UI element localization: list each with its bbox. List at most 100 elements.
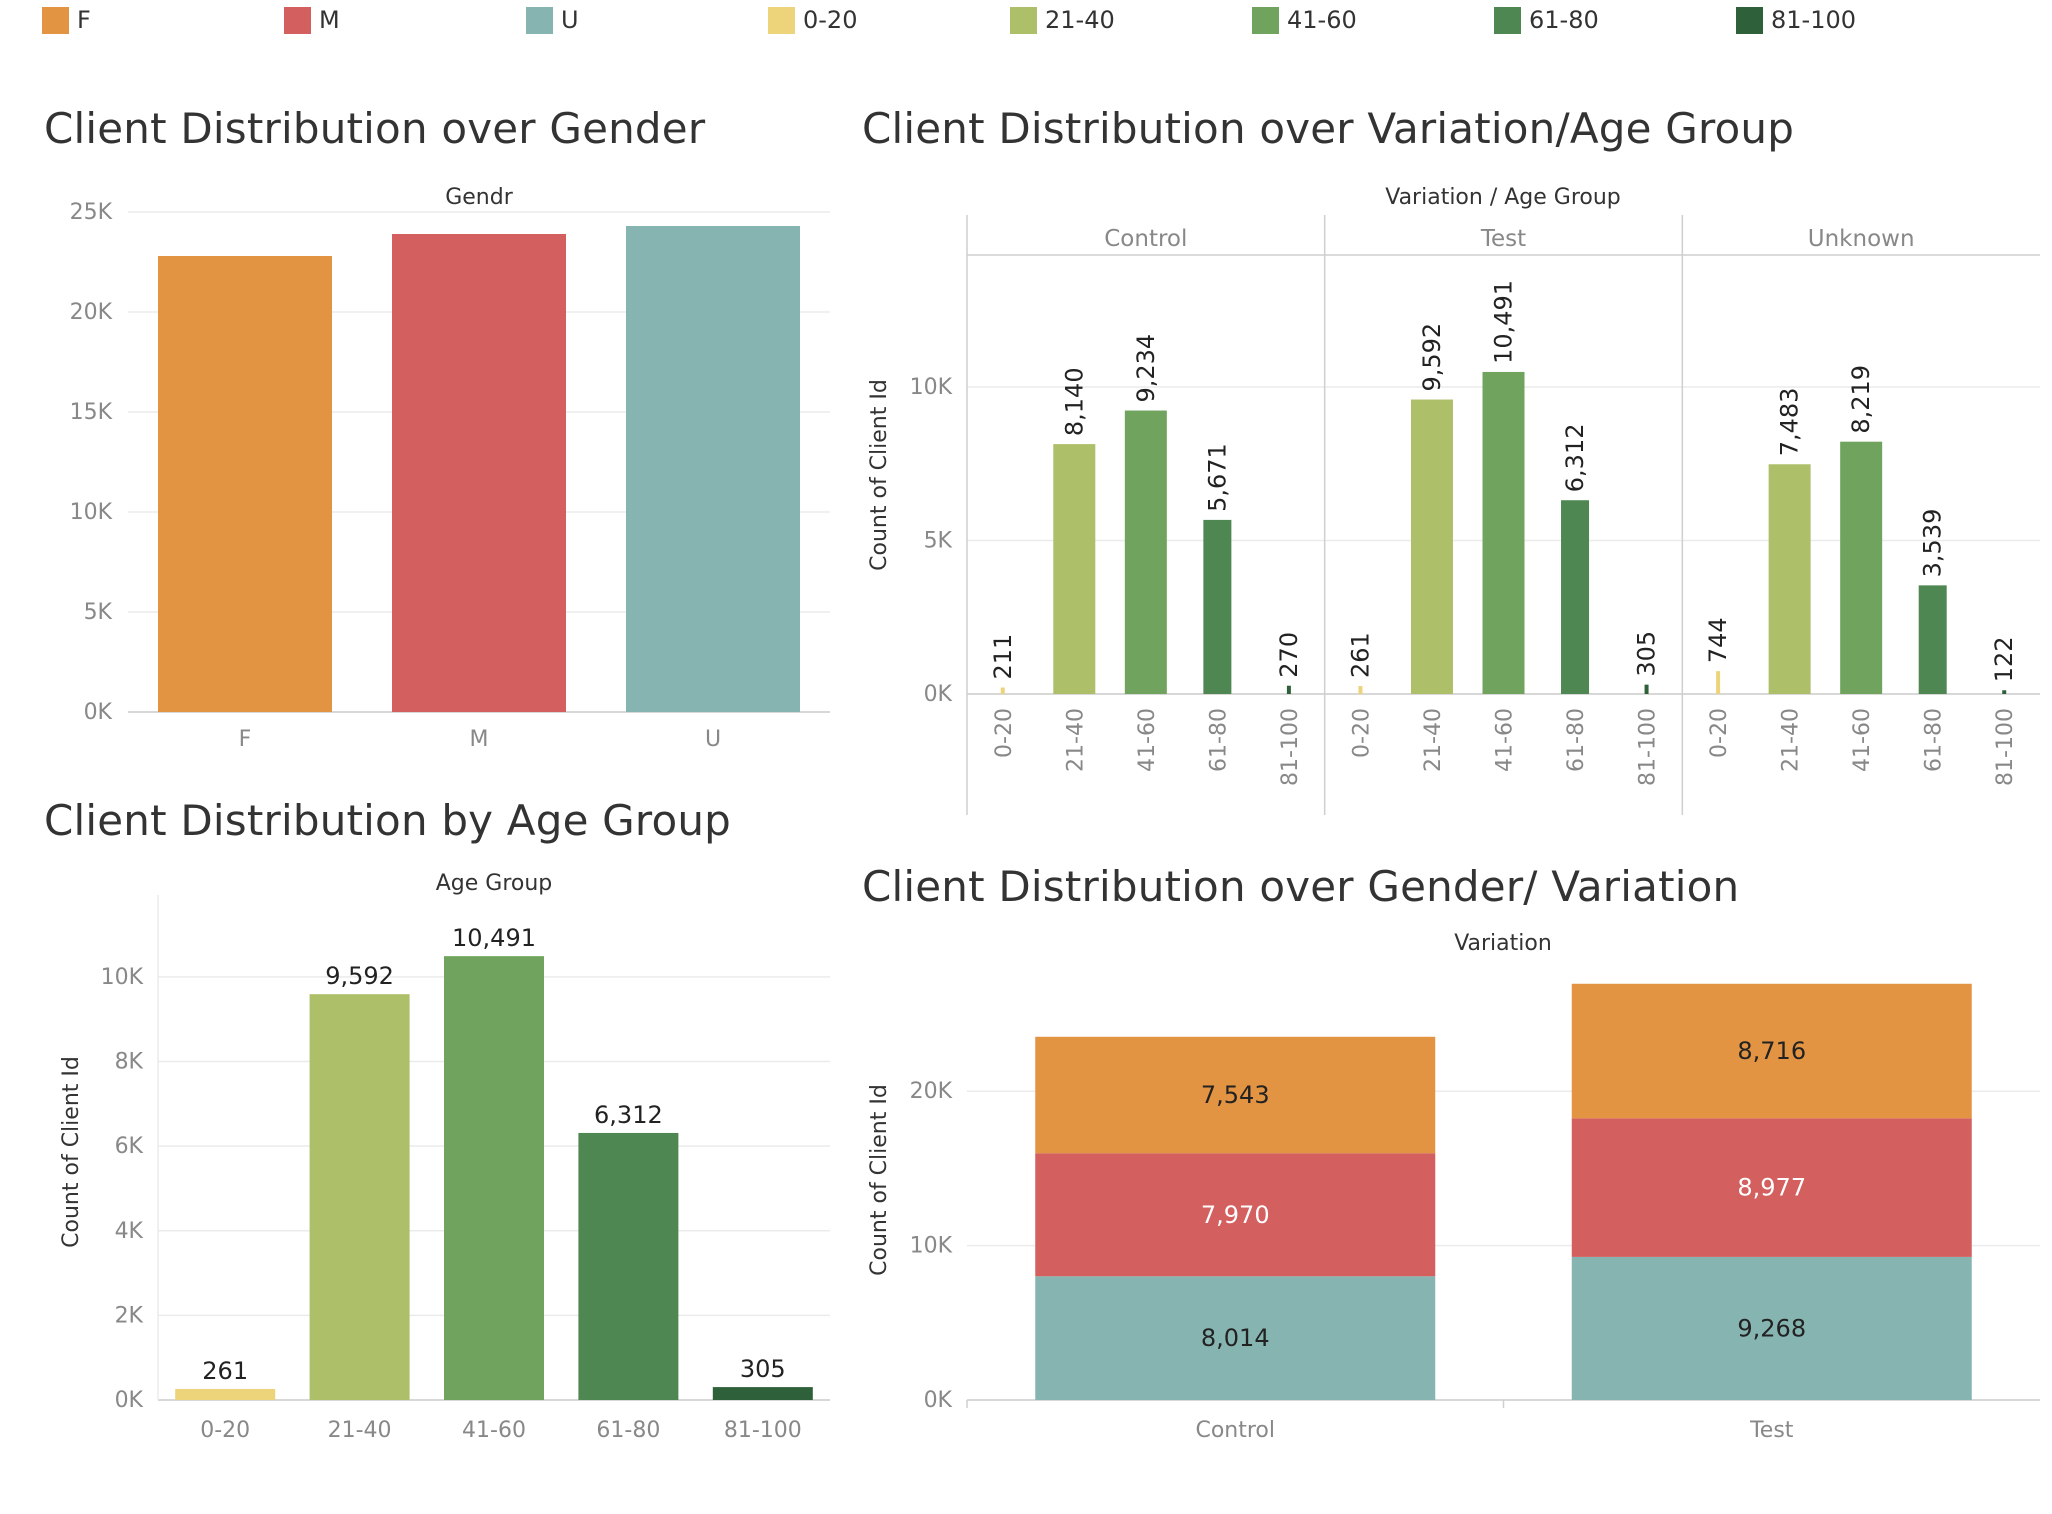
x-tick-label: 0-20 bbox=[992, 708, 1017, 758]
gender-chart-title: Client Distribution over Gender bbox=[44, 104, 706, 153]
bar-21-40 bbox=[309, 994, 410, 1400]
legend-label: M bbox=[319, 6, 340, 34]
data-label: 305 bbox=[740, 1355, 786, 1383]
data-label: 744 bbox=[1704, 617, 1732, 663]
y-tick-label: 25K bbox=[70, 200, 113, 225]
bar-0-20 bbox=[175, 1388, 276, 1400]
legend-swatch bbox=[1736, 6, 1763, 34]
variation-age-chart-title: Client Distribution over Variation/Age G… bbox=[862, 104, 1795, 153]
legend-item-0-20[interactable]: 0-20 bbox=[768, 6, 857, 34]
segment-control-f bbox=[1035, 1036, 1436, 1154]
bar-81-100 bbox=[712, 1387, 813, 1400]
x-tick-label: M bbox=[470, 727, 489, 752]
bar-control-0-20 bbox=[1000, 687, 1005, 694]
data-label: 6,312 bbox=[594, 1101, 663, 1129]
data-label: 10,491 bbox=[1490, 280, 1518, 364]
x-tick-label: 61-80 bbox=[1564, 708, 1589, 772]
bar-u bbox=[626, 226, 800, 712]
legend-swatch bbox=[42, 6, 69, 34]
y-tick-label: 6K bbox=[115, 1134, 144, 1159]
data-label: 5,671 bbox=[1203, 443, 1231, 512]
segment-test-u bbox=[1571, 1256, 1972, 1400]
x-tick-label: Test bbox=[1749, 1418, 1794, 1443]
data-label: 8,716 bbox=[1737, 1037, 1806, 1065]
legend-item-81-100[interactable]: 81-100 bbox=[1736, 6, 1856, 34]
bar-unknown-21-40 bbox=[1768, 464, 1811, 694]
variation-age-axis-header: Variation / Age Group bbox=[1385, 185, 1621, 210]
data-label: 10,491 bbox=[452, 924, 536, 952]
y-tick-label: 20K bbox=[910, 1079, 953, 1104]
legend-label: 61-80 bbox=[1529, 6, 1599, 34]
panel-header-unknown: Unknown bbox=[1808, 226, 1915, 252]
data-label: 7,483 bbox=[1776, 388, 1804, 457]
legend-item-f[interactable]: F bbox=[42, 6, 91, 34]
gender-axis-header: Gendr bbox=[445, 185, 513, 210]
y-tick-label: 15K bbox=[70, 400, 113, 425]
x-tick-label: 21-40 bbox=[1063, 708, 1088, 772]
x-tick-label: 41-60 bbox=[1135, 708, 1160, 772]
x-tick-label: 61-80 bbox=[596, 1418, 660, 1443]
x-tick-label: 61-80 bbox=[1922, 708, 1947, 772]
legend-swatch bbox=[1252, 6, 1279, 34]
y-tick-label: 10K bbox=[70, 500, 113, 525]
y-tick-label: 0K bbox=[115, 1388, 144, 1413]
segment-control-m bbox=[1035, 1153, 1436, 1277]
data-label: 7,543 bbox=[1201, 1081, 1270, 1109]
x-tick-label: 0-20 bbox=[200, 1418, 250, 1443]
legend-item-21-40[interactable]: 21-40 bbox=[1010, 6, 1115, 34]
x-tick-label: 81-100 bbox=[1993, 708, 2018, 786]
x-tick-label: 81-100 bbox=[1278, 708, 1303, 786]
age-axis-header: Age Group bbox=[436, 871, 553, 896]
bar-f bbox=[158, 256, 332, 712]
x-tick-label: 0-20 bbox=[1349, 708, 1374, 758]
legend-label: 81-100 bbox=[1771, 6, 1857, 34]
color-legend: F M U 0-20 21-40 41-60 61-80 81-100 bbox=[0, 0, 2052, 40]
bar-unknown-0-20 bbox=[1716, 671, 1721, 694]
y-axis-label: Count of Client Id bbox=[867, 1084, 892, 1276]
bar-m bbox=[392, 234, 566, 712]
segment-test-f bbox=[1571, 983, 1972, 1119]
data-label: 8,219 bbox=[1847, 365, 1875, 434]
bar-control-81-100 bbox=[1286, 685, 1291, 694]
y-axis-label: Count of Client Id bbox=[867, 379, 892, 571]
legend-item-u[interactable]: U bbox=[526, 6, 579, 34]
legend-label: 41-60 bbox=[1287, 6, 1357, 34]
y-tick-label: 4K bbox=[115, 1219, 144, 1244]
data-label: 8,014 bbox=[1201, 1324, 1270, 1352]
bar-61-80 bbox=[578, 1132, 679, 1400]
age-chart-title: Client Distribution by Age Group bbox=[44, 796, 732, 845]
legend-item-41-60[interactable]: 41-60 bbox=[1252, 6, 1357, 34]
legend-label: F bbox=[77, 6, 91, 34]
bar-test-61-80 bbox=[1561, 500, 1590, 694]
y-tick-label: 10K bbox=[910, 375, 953, 400]
legend-swatch bbox=[1494, 6, 1521, 34]
legend-swatch bbox=[526, 6, 553, 34]
legend-item-m[interactable]: M bbox=[284, 6, 340, 34]
bar-41-60 bbox=[444, 956, 544, 1400]
data-label: 270 bbox=[1275, 632, 1303, 678]
bar-unknown-61-80 bbox=[1918, 585, 1947, 694]
data-label: 9,268 bbox=[1737, 1314, 1806, 1342]
bar-control-41-60 bbox=[1124, 410, 1167, 694]
y-tick-label: 10K bbox=[101, 965, 144, 990]
data-label: 8,977 bbox=[1737, 1174, 1806, 1202]
bar-unknown-81-100 bbox=[2002, 690, 2007, 694]
bar-control-61-80 bbox=[1203, 519, 1232, 694]
x-tick-label: U bbox=[705, 727, 721, 752]
bar-unknown-41-60 bbox=[1840, 441, 1883, 694]
data-label: 9,592 bbox=[1418, 323, 1446, 392]
data-label: 211 bbox=[989, 634, 1017, 680]
x-tick-label: 41-60 bbox=[1850, 708, 1875, 772]
legend-item-61-80[interactable]: 61-80 bbox=[1494, 6, 1599, 34]
data-label: 261 bbox=[1346, 632, 1374, 678]
legend-swatch bbox=[284, 6, 311, 34]
data-label: 3,539 bbox=[1919, 509, 1947, 578]
x-tick-label: 21-40 bbox=[1779, 708, 1804, 772]
gender-variation-chart-title: Client Distribution over Gender/ Variati… bbox=[862, 862, 1740, 911]
variation-axis-header: Variation bbox=[1454, 931, 1552, 956]
data-label: 8,140 bbox=[1060, 367, 1088, 436]
x-tick-label: 0-20 bbox=[1707, 708, 1732, 758]
data-label: 261 bbox=[202, 1357, 248, 1385]
panel-header-control: Control bbox=[1104, 226, 1187, 252]
